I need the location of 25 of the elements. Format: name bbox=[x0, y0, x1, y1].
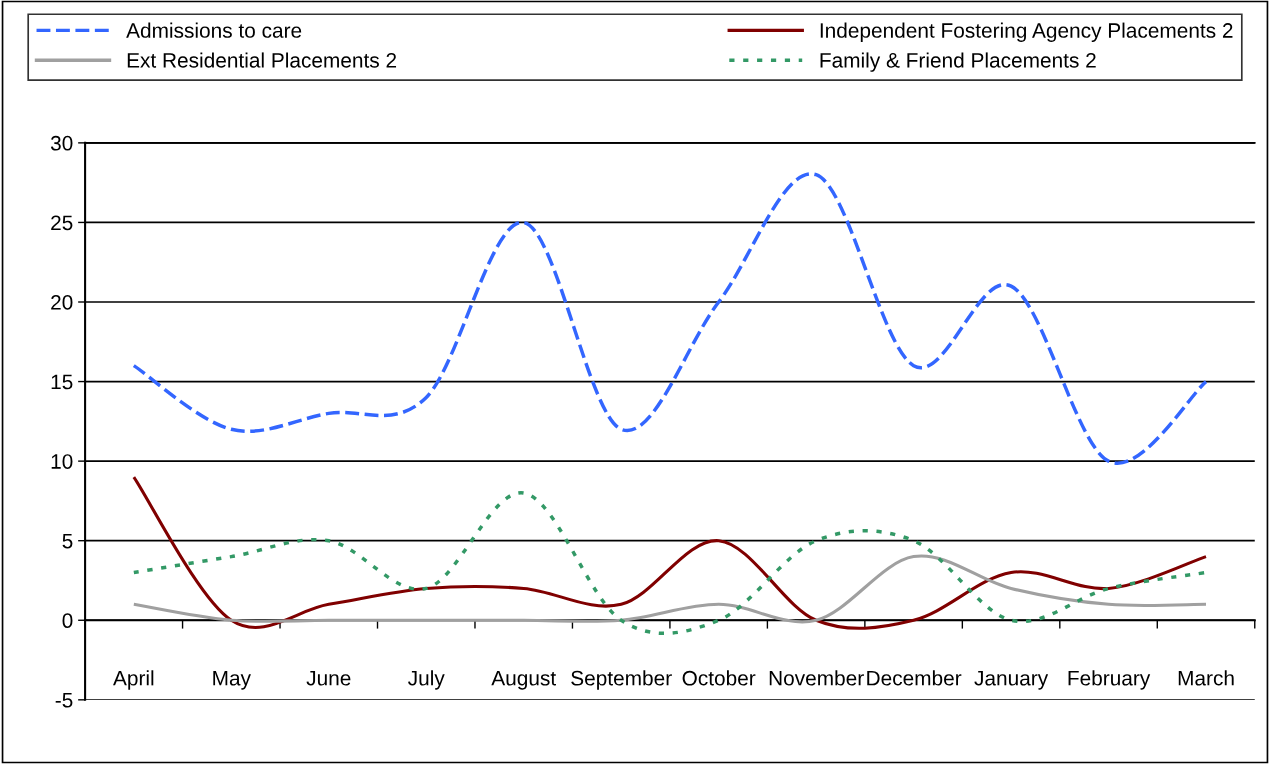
x-tick-label: March bbox=[1178, 670, 1234, 686]
line-series bbox=[132, 172, 1208, 464]
x-tick-label: August bbox=[491, 671, 556, 690]
x-tick-label: November bbox=[769, 670, 864, 686]
x-tick-label: January bbox=[974, 671, 1049, 690]
x-tick-label: April bbox=[113, 670, 154, 690]
y-tick-label: 30 bbox=[50, 135, 73, 151]
y-tick-label: 0 bbox=[62, 613, 73, 629]
legend-label: Admissions to care bbox=[126, 22, 302, 38]
x-tick-label: December bbox=[867, 670, 962, 686]
y-tick-label: 20 bbox=[51, 295, 73, 310]
y-tick-label: 5 bbox=[62, 533, 73, 549]
x-tick-label: June bbox=[306, 671, 351, 686]
x-tick-label: July bbox=[408, 670, 445, 690]
legend-label: Independent Fostering Agency Placements 2 bbox=[820, 22, 1233, 42]
legend-label: Family & Friend Placements 2 bbox=[820, 52, 1096, 72]
x-tick-label: October bbox=[682, 670, 756, 686]
x-tick-label: February bbox=[1068, 670, 1151, 690]
x-tick-label: September bbox=[571, 670, 672, 690]
legend-label: Ext Residential Placements 2 bbox=[127, 52, 397, 68]
y-tick-label: -5 bbox=[55, 693, 73, 708]
y-tick-label: 10 bbox=[51, 454, 73, 469]
y-tick-label: 15 bbox=[51, 374, 73, 390]
y-tick-label: 25 bbox=[51, 215, 73, 231]
x-tick-label: May bbox=[213, 671, 251, 690]
